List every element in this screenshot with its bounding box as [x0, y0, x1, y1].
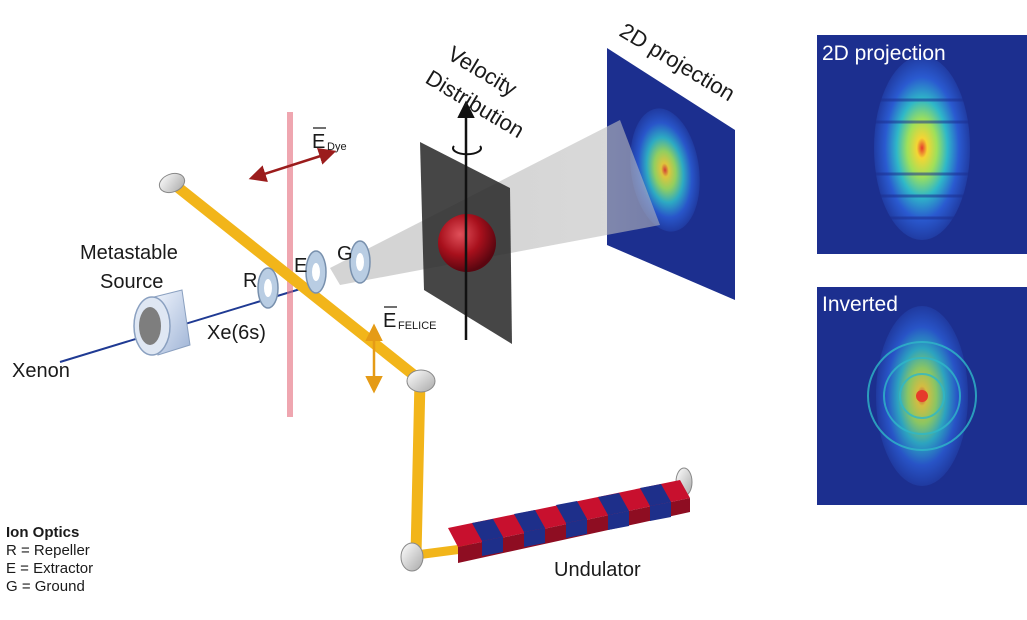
- label-plate-r: R: [243, 270, 257, 292]
- ion-optics-legend: Ion Optics R = Repeller E = Extractor G …: [6, 524, 93, 596]
- panel-2d-projection: 2D projection: [817, 35, 1027, 254]
- detector-screen: [607, 48, 735, 300]
- label-source: Source: [100, 271, 163, 293]
- panel-inverted: Inverted: [817, 287, 1027, 505]
- legend-title: Ion Optics: [6, 524, 80, 541]
- label-plate-e: E: [294, 255, 307, 277]
- dye-polarization-arrow: [248, 147, 337, 183]
- dye-laser-beam: [287, 112, 293, 417]
- undulator: [448, 480, 690, 563]
- mirror-bottom: [400, 542, 424, 572]
- plate-e: [305, 250, 327, 294]
- label-metastable: Metastable: [80, 242, 178, 264]
- e-dye-label: E Dye: [312, 127, 347, 153]
- label-xenon: Xenon: [12, 360, 70, 382]
- rotation-icon: [452, 145, 482, 156]
- velocity-plane: [420, 100, 512, 344]
- svg-text:Dye: Dye: [327, 141, 347, 153]
- panel-2d-projection-title: 2D projection: [822, 42, 946, 65]
- mirror-middle: [406, 369, 436, 393]
- xenon-beam: [59, 282, 321, 363]
- legend-item-repeller: R = Repeller: [6, 542, 90, 559]
- panel-inverted-title: Inverted: [822, 293, 898, 316]
- plate-r: [257, 267, 279, 309]
- label-plate-g: G: [337, 243, 353, 265]
- metastable-source: [133, 289, 191, 356]
- mirror-top: [158, 172, 186, 194]
- svg-text:FELICE: FELICE: [398, 320, 437, 332]
- label-xe6s: Xe(6s): [207, 322, 266, 344]
- plate-g: [349, 240, 371, 284]
- e-felice-label: E FELICE: [383, 306, 437, 332]
- legend-item-extractor: E = Extractor: [6, 560, 94, 577]
- legend-item-ground: G = Ground: [6, 578, 85, 595]
- label-undulator: Undulator: [554, 559, 641, 581]
- svg-text:E: E: [383, 310, 396, 332]
- svg-text:E: E: [312, 131, 325, 153]
